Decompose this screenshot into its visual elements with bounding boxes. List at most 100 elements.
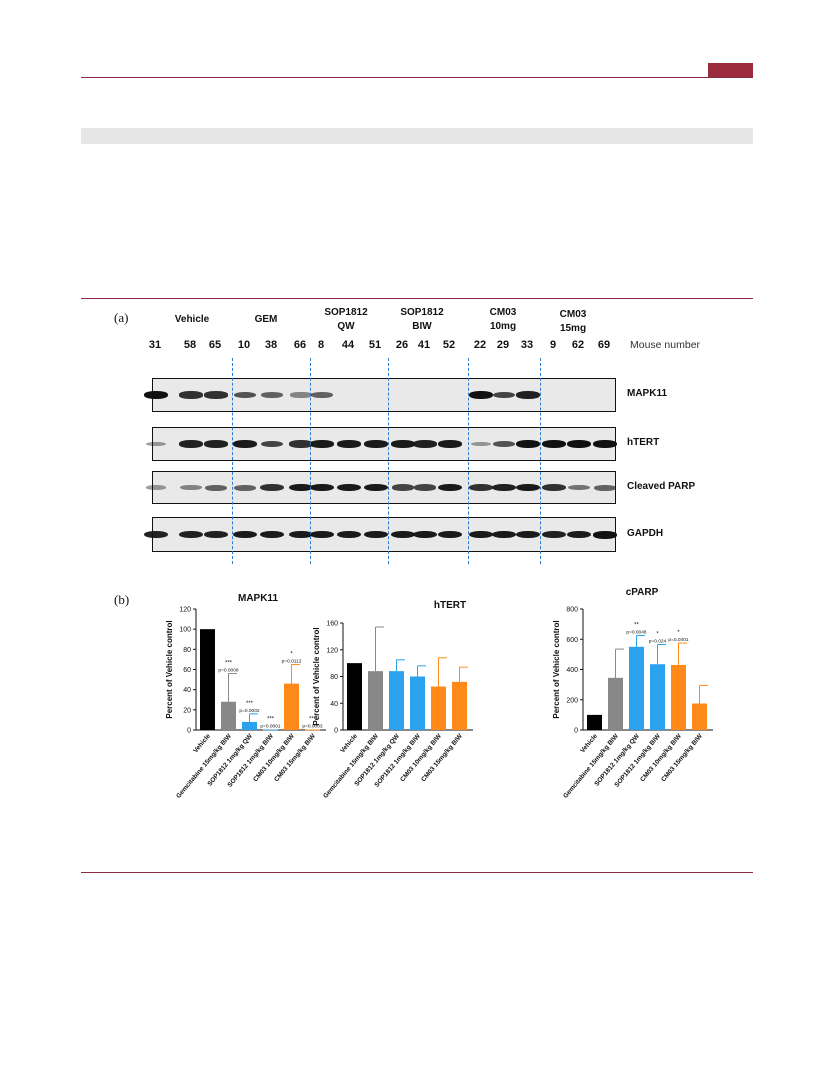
blot-label: MAPK11 — [627, 388, 668, 399]
group-label-1: GEM — [226, 313, 306, 327]
p-value-label: p=0.0048 — [626, 629, 646, 635]
header-accent-block — [708, 63, 753, 77]
group-label-line2: QW — [337, 321, 355, 332]
y-tick-label: 800 — [566, 607, 578, 614]
y-tick-label: 100 — [179, 627, 191, 634]
mouse-number: 66 — [293, 339, 307, 351]
category-label: Vehicle — [579, 732, 599, 754]
blot-band — [364, 440, 388, 448]
y-axis-label: Percent of Vehicle control — [165, 620, 174, 718]
bar — [242, 721, 257, 730]
blot-band — [516, 483, 540, 492]
p-value-label: p=0.0003 — [302, 723, 322, 729]
blot-band — [179, 440, 203, 448]
category-label: CM03 10mg/kg BIW — [399, 732, 443, 783]
y-tick-label: 0 — [574, 728, 578, 735]
category-label: Vehicle — [339, 732, 359, 754]
mouse-number: 62 — [571, 339, 585, 351]
blot-band — [310, 530, 334, 539]
blot-band — [413, 440, 437, 448]
mouse-number: 10 — [237, 339, 251, 351]
significance-stars: * — [677, 630, 680, 636]
blot-band — [233, 391, 257, 399]
blot-panel-gapdh — [144, 517, 617, 552]
blot-band — [516, 440, 540, 448]
bar — [452, 681, 467, 730]
category-label: SOP1812 1mg/kg BIW — [226, 732, 275, 789]
group-divider — [388, 358, 389, 564]
blot-band — [469, 391, 493, 399]
y-tick-label: 400 — [566, 667, 578, 674]
blot-panel-cleaved-parp — [145, 471, 616, 504]
figure-bottom-rule — [81, 872, 753, 873]
blot-band — [568, 484, 590, 491]
blot-band — [492, 440, 516, 448]
mouse-number: 51 — [368, 339, 382, 351]
y-tick-label: 600 — [566, 637, 578, 644]
mouse-number: 65 — [208, 339, 222, 351]
blot-band — [567, 440, 591, 448]
blot-label: hTERT — [627, 437, 660, 448]
blot-band — [204, 440, 228, 448]
y-tick-label: 80 — [330, 674, 338, 681]
bar — [368, 671, 383, 730]
y-tick-label: 0 — [187, 728, 191, 735]
blot-band — [438, 483, 462, 492]
category-label: CM03 15mg/kg BIW — [273, 732, 317, 783]
category-label: Gemcitabine 15mg/kg BIW — [175, 732, 233, 800]
blot-band — [233, 530, 257, 539]
blot-band — [310, 483, 334, 492]
blot-band — [311, 392, 333, 398]
group-divider — [232, 358, 233, 564]
blot-band — [413, 530, 437, 539]
group-label-line2: 15mg — [559, 323, 587, 334]
p-value-label: p=0.024 — [649, 639, 667, 645]
blot-band — [180, 484, 202, 491]
mouse-number: 41 — [417, 339, 431, 351]
mouse-number: 69 — [597, 339, 611, 351]
y-tick-label: 120 — [326, 647, 338, 654]
blot-band — [179, 530, 203, 539]
significance-stars: * — [290, 651, 293, 657]
blot-band — [469, 530, 493, 539]
panel-b-label: (b) — [114, 592, 130, 607]
group-label-line1: GEM — [254, 314, 278, 325]
significance-stars: *** — [309, 716, 317, 722]
p-value-label: p=0.0002 — [239, 708, 259, 714]
mouse-number: 31 — [148, 339, 162, 351]
mouse-number: 33 — [520, 339, 534, 351]
significance-stars: * — [656, 632, 659, 638]
blot-band — [542, 483, 566, 492]
mouse-number: 26 — [395, 339, 409, 351]
bar — [389, 671, 404, 730]
group-label-4: CM03 10mg — [463, 306, 543, 334]
bar — [200, 629, 215, 730]
blot-band — [260, 483, 284, 492]
blot-band — [469, 483, 493, 492]
p-value-label: p=0.0112 — [282, 658, 302, 664]
section-band — [81, 128, 753, 144]
group-label-5: CM03 15mg — [533, 308, 613, 336]
group-label-line2: 10mg — [489, 321, 517, 332]
blot-band — [144, 530, 168, 539]
blot-band — [260, 530, 284, 539]
significance-stars: *** — [225, 661, 233, 667]
group-label-line1: SOP1812 — [400, 307, 444, 318]
blot-band — [310, 440, 334, 448]
category-label: SOP1812 1mg/kg QW — [353, 732, 401, 788]
blot-band — [261, 392, 283, 398]
blot-band — [337, 530, 361, 539]
y-tick-label: 160 — [326, 621, 338, 628]
blot-label: GAPDH — [627, 527, 664, 539]
bar — [629, 646, 644, 730]
chart-title: cPARP — [626, 587, 659, 598]
bar — [263, 729, 278, 731]
bar — [608, 677, 623, 730]
mouse-number: 8 — [317, 339, 325, 351]
blot-band — [145, 485, 167, 490]
blot-band — [289, 483, 313, 492]
p-value-label: p=0.0008 — [218, 668, 238, 674]
group-divider — [310, 358, 311, 564]
blot-panel-htert — [145, 427, 617, 461]
group-label-line2: BIW — [412, 321, 432, 332]
